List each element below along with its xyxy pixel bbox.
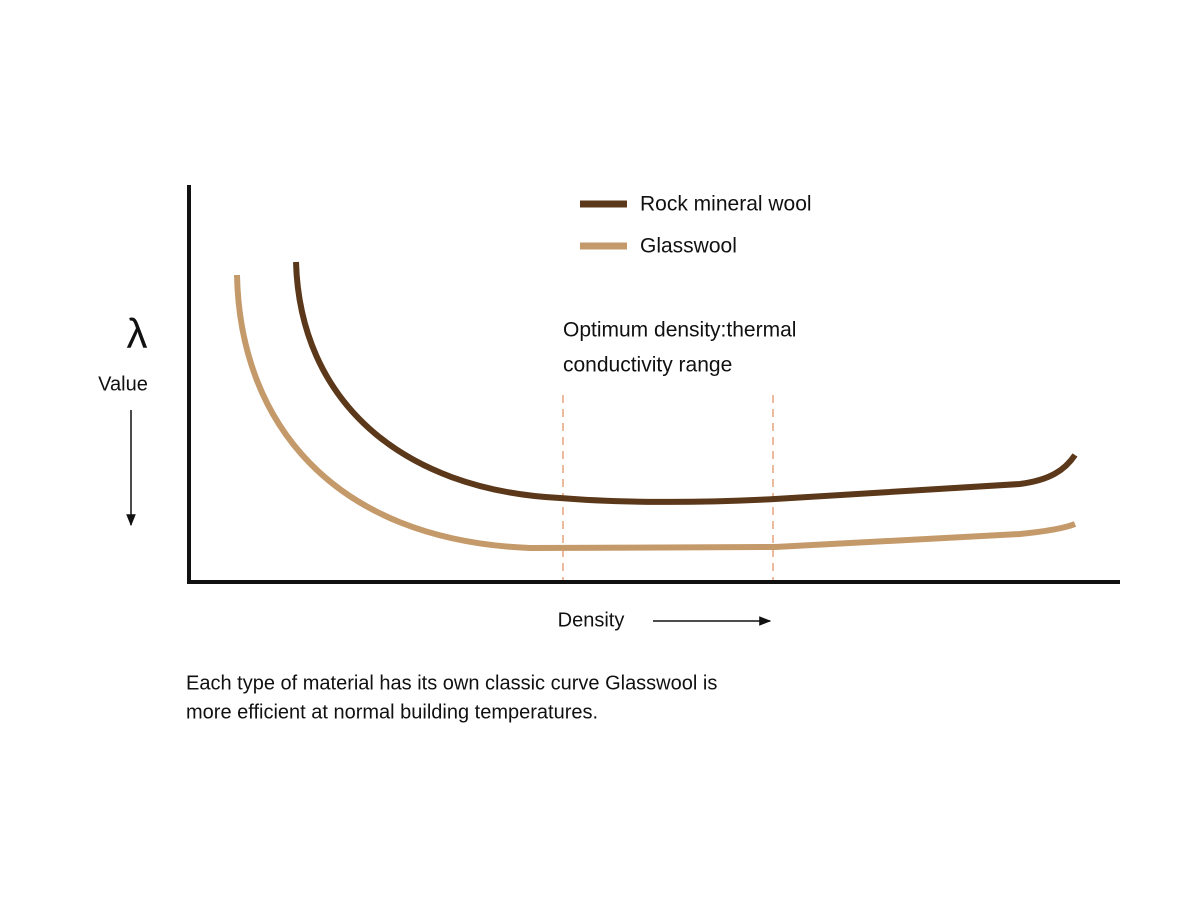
y-symbol: λ xyxy=(127,310,148,357)
glasswool-curve xyxy=(234,274,1077,552)
caption: more efficient at normal building temper… xyxy=(186,701,598,723)
x-label: Density xyxy=(558,609,625,631)
legend-label: Rock mineral wool xyxy=(640,193,812,216)
y-label: Value xyxy=(98,373,148,395)
annotation: Optimum density:thermal xyxy=(563,319,796,342)
rock-wool-curve xyxy=(293,261,1078,505)
legend-label: Glasswool xyxy=(640,235,737,258)
annotation: conductivity range xyxy=(563,354,732,377)
caption: Each type of material has its own classi… xyxy=(186,672,717,694)
